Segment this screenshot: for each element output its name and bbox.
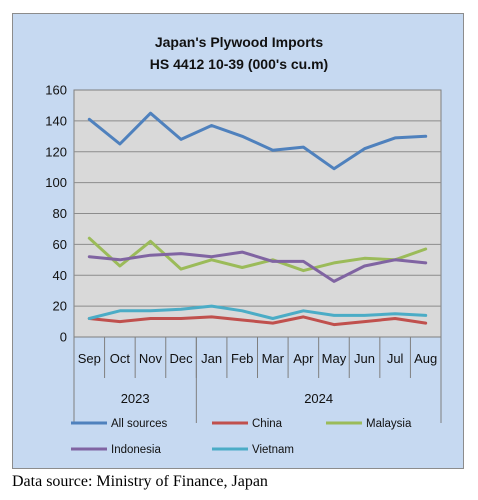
series-line-indonesia (87, 250, 428, 283)
legend-label-malaysia: Malaysia (366, 418, 412, 430)
y-tick-label-0: 0 (60, 330, 67, 345)
x-tick-label-jul: Jul (387, 351, 404, 366)
series-line-vietnam (87, 304, 428, 320)
y-tick-label-60: 60 (53, 237, 67, 252)
x-tick-label-apr: Apr (293, 351, 314, 366)
grid-lines (74, 120, 441, 307)
year-label-2024: 2024 (304, 391, 333, 406)
data-source-note: Data source: Ministry of Finance, Japan (12, 473, 268, 490)
y-axis: 0 20 40 60 80 100 120 140 160 (45, 83, 67, 345)
y-tick-label-40: 40 (53, 268, 67, 283)
legend-label-vietnam: Vietnam (252, 444, 294, 456)
y-tick-label-120: 120 (45, 144, 67, 159)
y-tick-label-140: 140 (45, 113, 67, 128)
x-axis: Sep Oct Nov Dec Jan Feb Mar Apr May Jun Jul Aug 2023… (73, 337, 442, 423)
x-tick-label-nov: Nov (139, 351, 163, 366)
series-line-malaysia (87, 236, 428, 273)
x-tick-label-sep: Sep (78, 351, 101, 366)
y-tick-label-160: 160 (45, 83, 67, 98)
year-label-2023: 2023 (121, 391, 150, 406)
x-tick-label-oct: Oct (110, 351, 131, 366)
series-line-all-sources (87, 111, 428, 171)
line-chart: Japan's Plywood Imports HS 4412 10-39 (0… (45, 34, 442, 456)
legend-label-china: China (252, 418, 283, 430)
series-lines (87, 111, 428, 327)
chart-subtitle: HS 4412 10-39 (000's cu.m) (150, 56, 328, 72)
x-tick-label-feb: Feb (231, 351, 253, 366)
y-tick-label-80: 80 (53, 206, 67, 221)
x-tick-label-may: May (322, 351, 347, 366)
chart-title: Japan's Plywood Imports (155, 34, 323, 50)
legend-label-indonesia: Indonesia (111, 444, 161, 456)
y-tick-label-20: 20 (53, 299, 67, 314)
series-line-china (87, 315, 428, 327)
legend: All sources China Malaysia Indonesia Vietnam (71, 418, 412, 456)
x-tick-label-dec: Dec (169, 351, 193, 366)
x-tick-label-mar: Mar (262, 351, 285, 366)
y-tick-label-100: 100 (45, 175, 67, 190)
legend-label-all-sources: All sources (111, 418, 167, 430)
x-tick-label-aug: Aug (414, 351, 437, 366)
x-tick-label-jan: Jan (201, 351, 222, 366)
x-tick-label-jun: Jun (354, 351, 375, 366)
chart-frame: Japan's Plywood Imports HS 4412 10-39 (0… (12, 13, 464, 469)
